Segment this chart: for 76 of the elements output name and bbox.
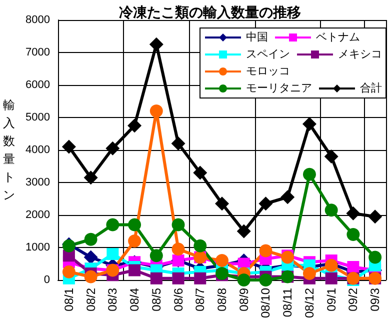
x-tick-label: 08/4 — [128, 288, 142, 312]
point — [194, 272, 206, 284]
point — [324, 204, 338, 217]
point — [236, 224, 251, 238]
legend-label: 合計 — [360, 82, 382, 94]
y-tick-label: 6000 — [26, 79, 50, 91]
legend-label: モロッコ — [246, 66, 290, 78]
point — [106, 218, 120, 232]
point — [128, 218, 142, 232]
point — [216, 254, 228, 267]
point — [128, 234, 142, 248]
y-tick-label: 0 — [44, 274, 50, 286]
point — [171, 136, 186, 150]
point — [302, 117, 316, 131]
x-tick-label: 08/2 — [84, 288, 98, 312]
point — [259, 274, 272, 286]
chart-title: 冷凍たこ類の輸入数量の推移 — [119, 4, 301, 20]
point — [325, 272, 338, 284]
legend-label: メキシコ — [338, 48, 382, 60]
y-tick-label: 8000 — [26, 14, 50, 26]
legend-label: モーリタニア — [246, 82, 312, 94]
point — [150, 272, 162, 284]
point — [84, 270, 98, 284]
legend-label: スペイン — [246, 48, 290, 60]
point — [172, 272, 184, 284]
y-axis-title: 輸入数量トン — [3, 98, 15, 202]
x-tick-label: 08/8 — [215, 288, 229, 312]
x-tick-label: 08/3 — [106, 288, 120, 312]
x-tick-label: 09/3 — [368, 288, 382, 312]
y-tick-label: 4000 — [26, 144, 50, 156]
point — [259, 244, 272, 258]
x-tick-label: 08/5 — [149, 288, 164, 312]
x-tick-label: 08/7 — [193, 288, 208, 312]
point — [128, 118, 142, 133]
point — [106, 248, 119, 260]
x-tick-label: 08/9 — [236, 288, 251, 312]
y-tick-label: 7000 — [26, 46, 50, 58]
x-tick-label: 08/6 — [171, 288, 186, 312]
legend-label: ベトナム — [316, 32, 360, 44]
point — [368, 210, 382, 224]
point — [347, 261, 360, 273]
point — [346, 228, 360, 241]
point — [84, 170, 98, 185]
point — [368, 250, 382, 264]
point — [237, 274, 250, 286]
point — [324, 150, 338, 164]
x-tick-label: 08/12 — [302, 288, 316, 318]
point — [84, 232, 98, 246]
x-tick-label: 09/1 — [324, 288, 338, 312]
point — [84, 250, 98, 264]
point — [194, 239, 207, 252]
y-tick-label: 1000 — [26, 242, 50, 254]
point — [346, 206, 360, 220]
y-tick-label: 5000 — [26, 112, 50, 124]
point — [258, 196, 273, 211]
y-tick-label: 2000 — [26, 209, 50, 221]
point — [149, 37, 164, 52]
point — [128, 264, 141, 276]
x-tick-label: 08/10 — [258, 288, 273, 318]
point — [215, 196, 229, 211]
point — [302, 168, 316, 181]
legend-label: 中国 — [246, 30, 268, 44]
point — [280, 190, 295, 204]
point — [172, 218, 185, 232]
point — [172, 242, 185, 256]
y-tick-label: 3000 — [26, 176, 50, 188]
x-tick-label: 09/2 — [346, 288, 360, 312]
point — [150, 104, 163, 118]
point — [106, 141, 120, 156]
point — [62, 140, 76, 154]
point — [302, 267, 316, 280]
point — [62, 265, 76, 278]
x-tick-label: 08/1 — [62, 288, 76, 312]
point — [150, 249, 163, 262]
x-tick-label: 08/11 — [280, 288, 295, 318]
point — [193, 166, 208, 180]
